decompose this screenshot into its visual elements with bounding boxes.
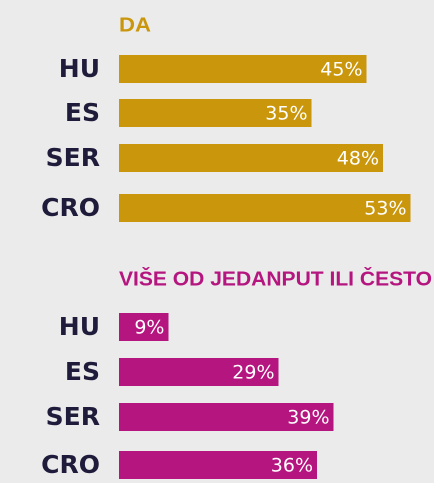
category-label: HU [59,312,100,341]
category-label: ES [65,98,100,127]
chart-title: DA [119,14,151,36]
category-label: SER [46,402,100,431]
value-label: 48% [337,148,379,170]
bar [119,144,383,172]
category-label: CRO [41,450,100,479]
bar [119,358,279,386]
bar [119,99,312,127]
category-label: CRO [41,193,100,222]
value-label: 53% [364,198,406,220]
category-label: HU [59,54,100,83]
bar [119,55,367,83]
value-label: 39% [287,407,329,429]
value-label: 45% [320,59,362,81]
bar [119,194,411,222]
category-label: ES [65,357,100,386]
value-label: 36% [271,455,313,477]
category-label: SER [46,143,100,172]
chart-title: VIŠE OD JEDANPUT ILI ČESTO [119,266,432,290]
value-label: 35% [265,103,307,125]
value-label: 29% [232,362,274,384]
bar [119,403,334,431]
bar [119,451,317,479]
value-label: 9% [134,317,164,339]
bar [119,313,169,341]
